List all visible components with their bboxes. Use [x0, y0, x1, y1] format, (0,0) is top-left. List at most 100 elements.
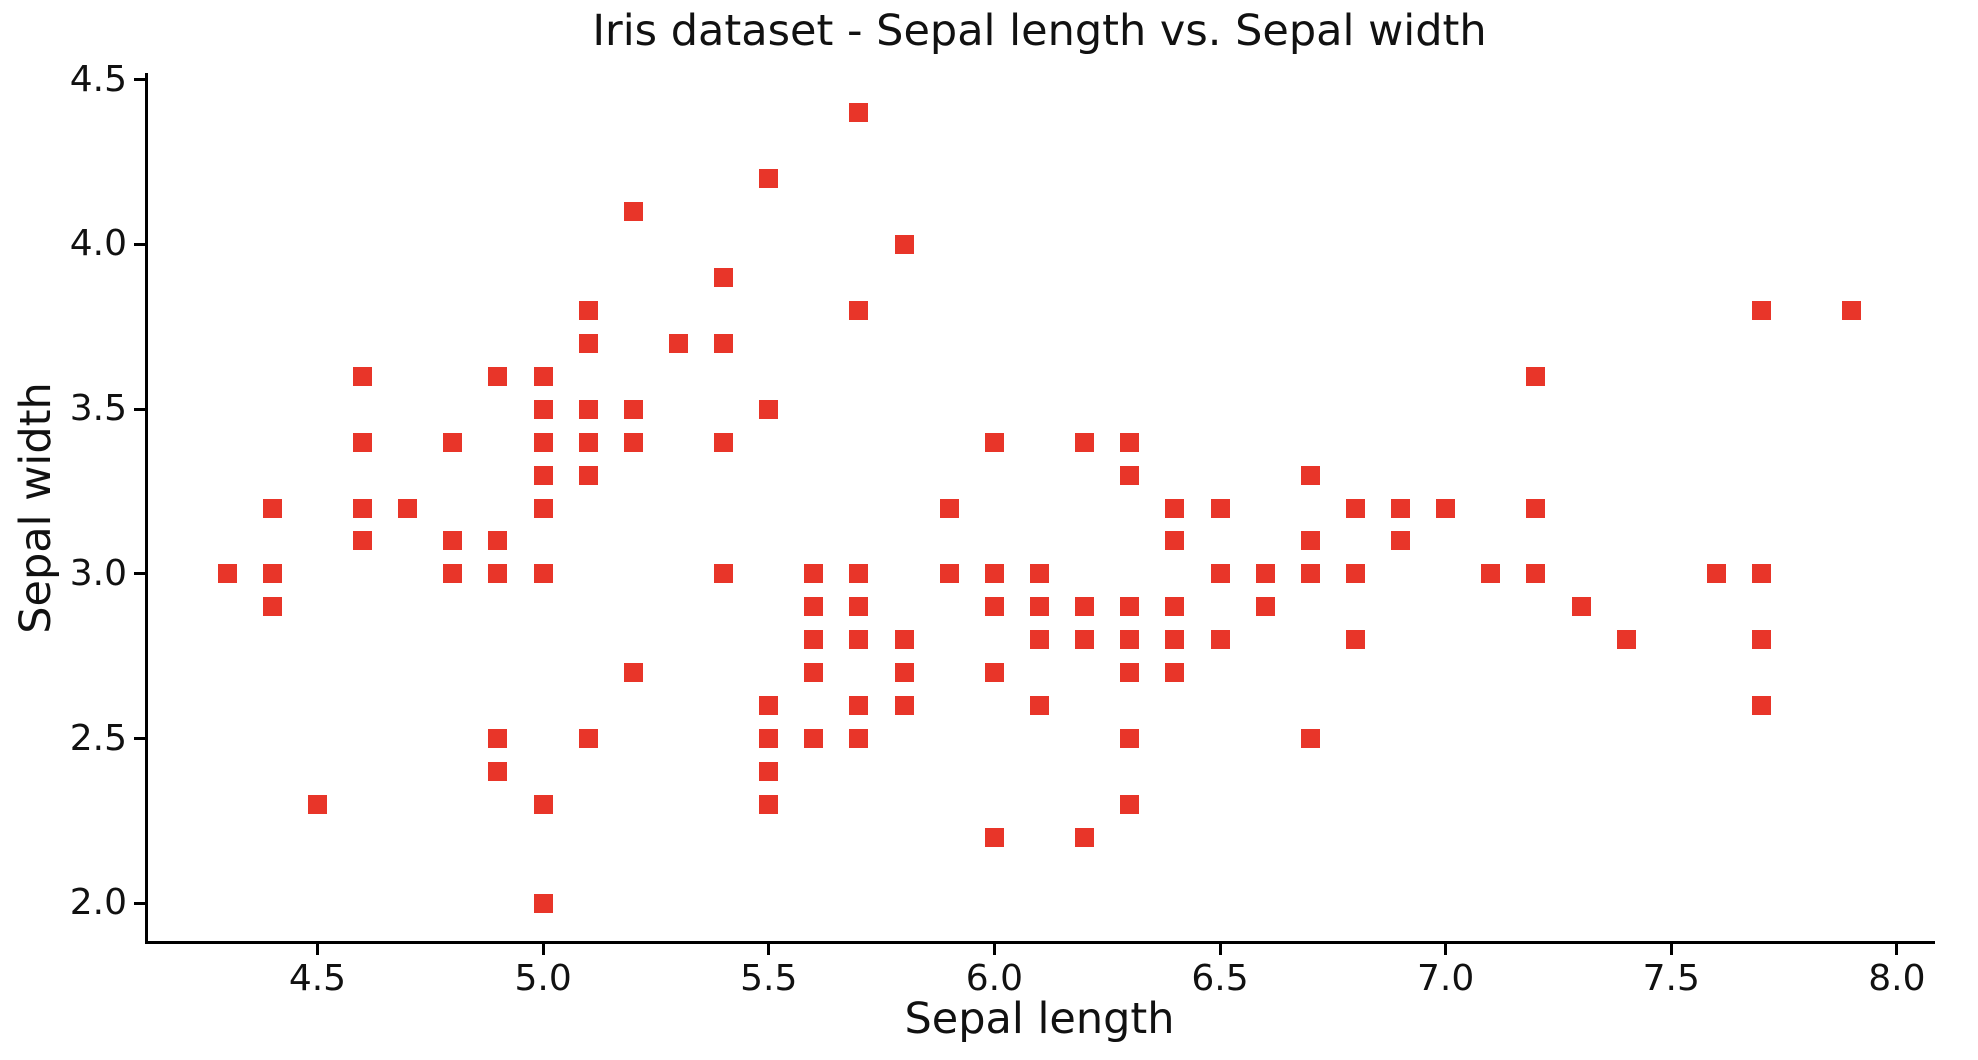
- x-tick-label: 5.0: [514, 958, 572, 999]
- y-tick-label: 4.5: [69, 58, 127, 100]
- y-tick-mark: [134, 407, 145, 411]
- data-point: [1300, 729, 1320, 749]
- data-point: [1030, 564, 1049, 584]
- data-point: [984, 597, 1004, 617]
- x-tick-label: 7.0: [1416, 958, 1475, 999]
- data-point: [623, 399, 643, 419]
- x-tick-mark: [1218, 944, 1222, 955]
- data-point: [714, 564, 734, 584]
- data-point: [533, 564, 553, 584]
- data-point: [849, 630, 869, 650]
- data-point: [939, 498, 959, 518]
- data-point: [1752, 300, 1772, 320]
- data-point: [1075, 432, 1095, 452]
- data-point: [1075, 630, 1095, 650]
- data-point: [1752, 696, 1772, 716]
- data-point: [488, 531, 508, 551]
- data-point: [984, 432, 1004, 452]
- data-point: [353, 432, 373, 452]
- data-point: [443, 531, 463, 551]
- data-point: [1616, 630, 1636, 650]
- x-tick-label: 4.5: [288, 958, 347, 999]
- data-point: [1571, 597, 1591, 617]
- data-point: [578, 465, 598, 485]
- data-point: [1436, 498, 1456, 518]
- data-point: [488, 366, 508, 386]
- data-point: [939, 564, 959, 584]
- data-point: [1165, 498, 1185, 518]
- data-point: [262, 498, 282, 518]
- chart-title: Iris dataset - Sepal length vs. Sepal wi…: [592, 6, 1487, 56]
- data-point: [1165, 531, 1185, 551]
- data-point: [1391, 531, 1410, 551]
- data-point: [849, 696, 869, 716]
- y-tick-label: 2.5: [69, 717, 127, 759]
- data-point: [984, 564, 1004, 584]
- data-point: [217, 564, 237, 584]
- data-point: [1120, 663, 1140, 683]
- data-point: [533, 465, 553, 485]
- y-tick-mark: [134, 78, 145, 82]
- x-tick-mark: [541, 944, 545, 955]
- data-point: [849, 300, 869, 320]
- data-point: [1526, 564, 1546, 584]
- data-point: [353, 366, 373, 386]
- data-point: [849, 597, 869, 617]
- data-point: [1165, 630, 1185, 650]
- y-tick-mark: [134, 737, 145, 741]
- data-point: [488, 729, 508, 749]
- data-point: [578, 333, 598, 353]
- data-point: [1210, 630, 1230, 650]
- x-tick-mark: [992, 944, 996, 955]
- x-tick-mark: [1669, 944, 1673, 955]
- data-point: [262, 597, 282, 617]
- data-point: [1075, 828, 1095, 848]
- data-point: [1075, 597, 1095, 617]
- data-point: [1030, 696, 1049, 716]
- data-point: [1752, 564, 1772, 584]
- data-point: [1300, 465, 1320, 485]
- y-tick-label: 4.0: [69, 223, 127, 265]
- data-point: [398, 498, 418, 518]
- data-point: [1120, 597, 1140, 617]
- data-point: [623, 432, 643, 452]
- data-point: [759, 729, 779, 749]
- data-point: [894, 663, 914, 683]
- x-tick-label: 5.5: [740, 958, 798, 999]
- data-point: [1706, 564, 1726, 584]
- x-tick-label: 6.0: [965, 958, 1023, 999]
- data-point: [804, 597, 824, 617]
- data-point: [849, 729, 869, 749]
- data-point: [1526, 498, 1546, 518]
- data-point: [1300, 564, 1320, 584]
- data-point: [894, 234, 914, 254]
- y-axis-spine: [145, 73, 148, 944]
- data-point: [533, 893, 553, 913]
- y-tick-mark: [134, 572, 145, 576]
- data-point: [1030, 630, 1049, 650]
- data-point: [353, 531, 373, 551]
- data-point: [894, 696, 914, 716]
- data-point: [262, 564, 282, 584]
- data-point: [1752, 630, 1772, 650]
- y-tick-mark: [134, 901, 145, 905]
- data-point: [1210, 498, 1230, 518]
- data-point: [533, 399, 553, 419]
- data-point: [623, 663, 643, 683]
- data-point: [1120, 465, 1140, 485]
- x-tick-label: 7.5: [1642, 958, 1700, 999]
- data-point: [578, 432, 598, 452]
- data-point: [1345, 498, 1365, 518]
- data-point: [1300, 531, 1320, 551]
- data-point: [1120, 795, 1140, 815]
- data-point: [984, 828, 1004, 848]
- data-point: [714, 267, 734, 287]
- x-axis-label: Sepal length: [904, 994, 1175, 1044]
- data-point: [578, 729, 598, 749]
- data-point: [759, 399, 779, 419]
- data-point: [353, 498, 373, 518]
- data-point: [804, 729, 824, 749]
- data-point: [984, 663, 1004, 683]
- data-point: [714, 333, 734, 353]
